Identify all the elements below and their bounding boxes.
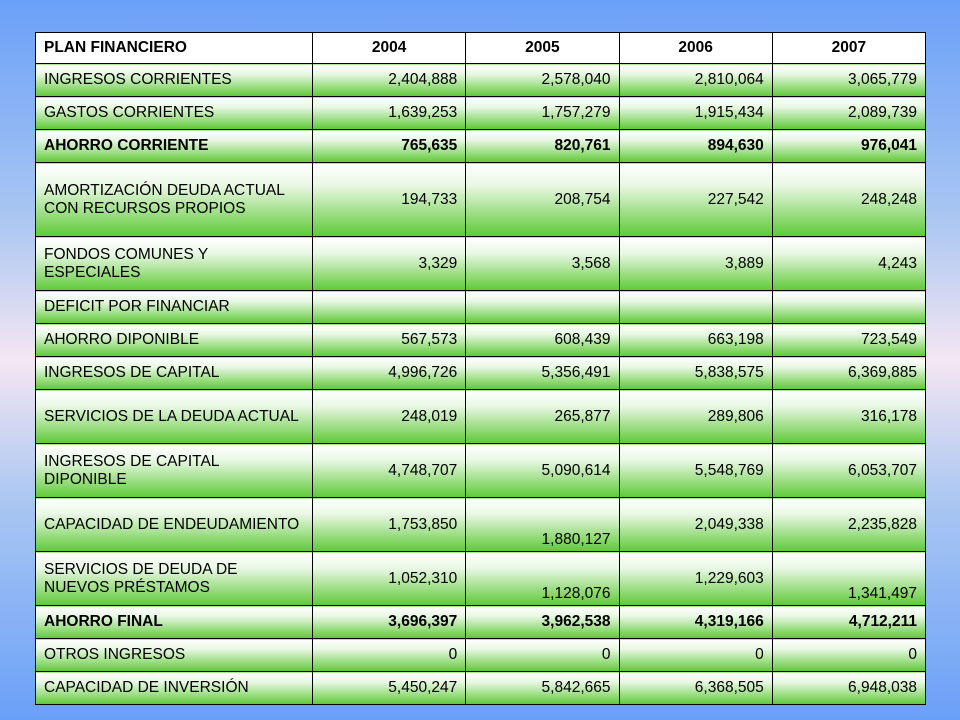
cell-2004: 0 — [311, 638, 467, 672]
cell-2006: 289,806 — [618, 389, 773, 444]
cell-2006: 3,889 — [618, 236, 773, 291]
cell-2007: 2,089,739 — [771, 96, 927, 130]
cell-2004: 1,052,310 — [311, 551, 467, 606]
cell-2004 — [311, 290, 467, 324]
cell-2007 — [771, 290, 927, 324]
cell-2005: 265,877 — [465, 389, 620, 444]
cell-2005: 5,090,614 — [465, 443, 620, 498]
cell-2004: 4,996,726 — [311, 356, 467, 390]
row-label: AHORRO CORRIENTE — [35, 129, 313, 163]
cell-2004: 3,329 — [311, 236, 467, 291]
cell-2007: 316,178 — [771, 389, 927, 444]
cell-2004: 3,696,397 — [311, 605, 467, 639]
row-ingresos-corrientes: INGRESOS CORRIENTES 2,404,888 2,578,040 … — [35, 63, 927, 97]
cell-2006: 227,542 — [618, 162, 773, 237]
cell-2004: 1,753,850 — [311, 497, 467, 552]
header-year-2004: 2004 — [311, 32, 467, 64]
cell-2007: 976,041 — [771, 129, 927, 163]
cell-2005: 2,578,040 — [465, 63, 620, 97]
row-label: AHORRO DIPONIBLE — [35, 323, 313, 357]
cell-2005: 820,761 — [465, 129, 620, 163]
cell-2005: 208,754 — [465, 162, 620, 237]
row-label: FONDOS COMUNES Y ESPECIALES — [35, 236, 313, 291]
row-label: AHORRO FINAL — [35, 605, 313, 639]
cell-2007: 6,369,885 — [771, 356, 927, 390]
row-label: SERVICIOS DE DEUDA DE NUEVOS PRÉSTAMOS — [35, 551, 313, 606]
financial-plan-table: PLAN FINANCIERO 2004 2005 2006 2007 INGR… — [35, 32, 927, 705]
row-otros-ingresos: OTROS INGRESOS 0 0 0 0 — [35, 638, 927, 672]
row-gastos-corrientes: GASTOS CORRIENTES 1,639,253 1,757,279 1,… — [35, 96, 927, 130]
row-servicios-deuda-actual: SERVICIOS DE LA DEUDA ACTUAL 248,019 265… — [35, 389, 927, 444]
header-plan-financiero: PLAN FINANCIERO — [35, 32, 313, 64]
cell-2005: 3,568 — [465, 236, 620, 291]
row-label: INGRESOS DE CAPITAL — [35, 356, 313, 390]
cell-2006: 4,319,166 — [618, 605, 773, 639]
row-capacidad-endeudamiento: CAPACIDAD DE ENDEUDAMIENTO 1,753,850 1,8… — [35, 497, 927, 552]
header-year-2007: 2007 — [771, 32, 927, 64]
cell-2007: 6,948,038 — [771, 671, 927, 705]
row-ingresos-capital-diponible: INGRESOS DE CAPITAL DIPONIBLE 4,748,707 … — [35, 443, 927, 498]
row-ahorro-corriente: AHORRO CORRIENTE 765,635 820,761 894,630… — [35, 129, 927, 163]
cell-2006: 0 — [618, 638, 773, 672]
row-label: INGRESOS CORRIENTES — [35, 63, 313, 97]
cell-2004: 5,450,247 — [311, 671, 467, 705]
cell-2006: 2,810,064 — [618, 63, 773, 97]
cell-2004: 2,404,888 — [311, 63, 467, 97]
header-row: PLAN FINANCIERO 2004 2005 2006 2007 — [35, 32, 927, 64]
row-servicios-nuevos-prestamos: SERVICIOS DE DEUDA DE NUEVOS PRÉSTAMOS 1… — [35, 551, 927, 606]
cell-2006: 2,049,338 — [618, 497, 773, 552]
row-label: CAPACIDAD DE INVERSIÓN — [35, 671, 313, 705]
row-label: CAPACIDAD DE ENDEUDAMIENTO — [35, 497, 313, 552]
row-label: DEFICIT POR FINANCIAR — [35, 290, 313, 324]
row-ahorro-final: AHORRO FINAL 3,696,397 3,962,538 4,319,1… — [35, 605, 927, 639]
cell-2006 — [618, 290, 773, 324]
row-deficit-por-financiar: DEFICIT POR FINANCIAR — [35, 290, 927, 324]
row-label: AMORTIZACIÓN DEUDA ACTUAL CON RECURSOS P… — [35, 162, 313, 237]
cell-2004: 765,635 — [311, 129, 467, 163]
cell-2006: 1,915,434 — [618, 96, 773, 130]
cell-2007: 4,243 — [771, 236, 927, 291]
header-year-2006: 2006 — [618, 32, 773, 64]
cell-2007: 1,341,497 — [771, 551, 927, 606]
row-ahorro-diponible: AHORRO DIPONIBLE 567,573 608,439 663,198… — [35, 323, 927, 357]
cell-2007: 0 — [771, 638, 927, 672]
cell-2005: 5,842,665 — [465, 671, 620, 705]
cell-2004: 4,748,707 — [311, 443, 467, 498]
cell-2004: 248,019 — [311, 389, 467, 444]
cell-2004: 1,639,253 — [311, 96, 467, 130]
cell-2007: 4,712,211 — [771, 605, 927, 639]
row-label: OTROS INGRESOS — [35, 638, 313, 672]
row-label: INGRESOS DE CAPITAL DIPONIBLE — [35, 443, 313, 498]
cell-2004: 567,573 — [311, 323, 467, 357]
cell-2006: 1,229,603 — [618, 551, 773, 606]
row-fondos-comunes: FONDOS COMUNES Y ESPECIALES 3,329 3,568 … — [35, 236, 927, 291]
cell-2005: 3,962,538 — [465, 605, 620, 639]
cell-2005 — [465, 290, 620, 324]
cell-2005: 1,757,279 — [465, 96, 620, 130]
cell-2005: 5,356,491 — [465, 356, 620, 390]
cell-2005: 1,880,127 — [465, 497, 620, 552]
header-year-2005: 2005 — [465, 32, 620, 64]
cell-2005: 1,128,076 — [465, 551, 620, 606]
cell-2006: 6,368,505 — [618, 671, 773, 705]
cell-2007: 2,235,828 — [771, 497, 927, 552]
row-ingresos-de-capital: INGRESOS DE CAPITAL 4,996,726 5,356,491 … — [35, 356, 927, 390]
cell-2004: 194,733 — [311, 162, 467, 237]
cell-2006: 894,630 — [618, 129, 773, 163]
cell-2007: 723,549 — [771, 323, 927, 357]
cell-2005: 608,439 — [465, 323, 620, 357]
cell-2007: 248,248 — [771, 162, 927, 237]
row-label: SERVICIOS DE LA DEUDA ACTUAL — [35, 389, 313, 444]
cell-2006: 5,548,769 — [618, 443, 773, 498]
row-amortizacion-deuda: AMORTIZACIÓN DEUDA ACTUAL CON RECURSOS P… — [35, 162, 927, 237]
row-capacidad-inversion: CAPACIDAD DE INVERSIÓN 5,450,247 5,842,6… — [35, 671, 927, 705]
cell-2007: 3,065,779 — [771, 63, 927, 97]
cell-2007: 6,053,707 — [771, 443, 927, 498]
cell-2006: 663,198 — [618, 323, 773, 357]
cell-2005: 0 — [465, 638, 620, 672]
row-label: GASTOS CORRIENTES — [35, 96, 313, 130]
cell-2006: 5,838,575 — [618, 356, 773, 390]
